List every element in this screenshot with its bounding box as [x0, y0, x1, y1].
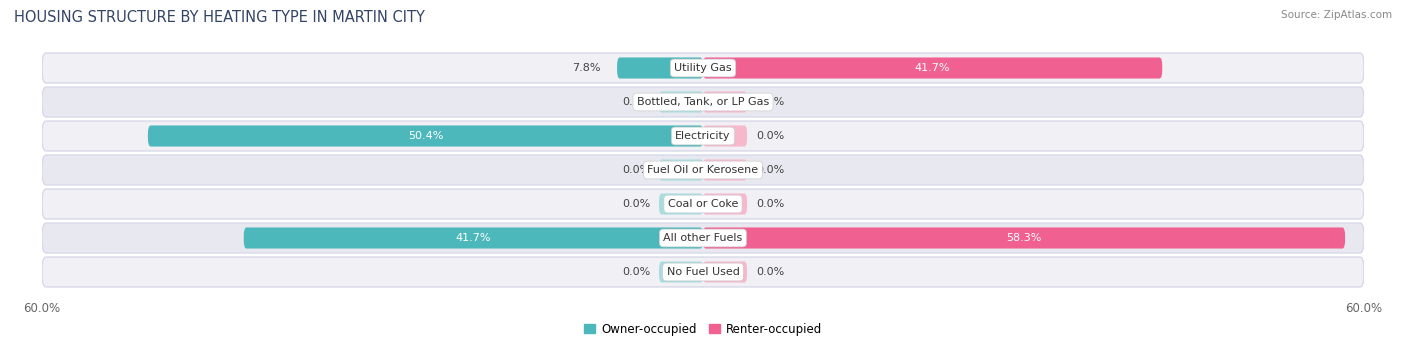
Text: 41.7%: 41.7% — [456, 233, 491, 243]
Text: Bottled, Tank, or LP Gas: Bottled, Tank, or LP Gas — [637, 97, 769, 107]
Text: 58.3%: 58.3% — [1007, 233, 1042, 243]
FancyBboxPatch shape — [42, 257, 1364, 287]
FancyBboxPatch shape — [703, 261, 747, 283]
Text: 50.4%: 50.4% — [408, 131, 443, 141]
Text: Source: ZipAtlas.com: Source: ZipAtlas.com — [1281, 10, 1392, 20]
FancyBboxPatch shape — [42, 121, 1364, 151]
FancyBboxPatch shape — [42, 53, 1364, 83]
FancyBboxPatch shape — [42, 189, 1364, 219]
FancyBboxPatch shape — [659, 91, 703, 113]
Text: 7.8%: 7.8% — [572, 63, 600, 73]
Text: 0.0%: 0.0% — [621, 97, 650, 107]
Text: 0.0%: 0.0% — [756, 131, 785, 141]
Text: HOUSING STRUCTURE BY HEATING TYPE IN MARTIN CITY: HOUSING STRUCTURE BY HEATING TYPE IN MAR… — [14, 10, 425, 25]
Text: 0.0%: 0.0% — [756, 267, 785, 277]
FancyBboxPatch shape — [703, 91, 747, 113]
FancyBboxPatch shape — [703, 125, 747, 147]
FancyBboxPatch shape — [617, 57, 703, 79]
Text: All other Fuels: All other Fuels — [664, 233, 742, 243]
FancyBboxPatch shape — [243, 227, 703, 249]
FancyBboxPatch shape — [42, 87, 1364, 117]
Text: 0.0%: 0.0% — [621, 199, 650, 209]
Text: Fuel Oil or Kerosene: Fuel Oil or Kerosene — [647, 165, 759, 175]
Text: 0.0%: 0.0% — [756, 165, 785, 175]
FancyBboxPatch shape — [703, 159, 747, 181]
FancyBboxPatch shape — [703, 227, 1346, 249]
Text: 0.0%: 0.0% — [756, 97, 785, 107]
FancyBboxPatch shape — [703, 193, 747, 215]
FancyBboxPatch shape — [659, 261, 703, 283]
FancyBboxPatch shape — [42, 223, 1364, 253]
Text: Utility Gas: Utility Gas — [675, 63, 731, 73]
Text: Coal or Coke: Coal or Coke — [668, 199, 738, 209]
Text: 0.0%: 0.0% — [621, 267, 650, 277]
Text: Electricity: Electricity — [675, 131, 731, 141]
FancyBboxPatch shape — [659, 159, 703, 181]
Legend: Owner-occupied, Renter-occupied: Owner-occupied, Renter-occupied — [579, 318, 827, 340]
Text: 0.0%: 0.0% — [756, 199, 785, 209]
FancyBboxPatch shape — [659, 193, 703, 215]
Text: 0.0%: 0.0% — [621, 165, 650, 175]
Text: 41.7%: 41.7% — [915, 63, 950, 73]
FancyBboxPatch shape — [703, 57, 1163, 79]
Text: No Fuel Used: No Fuel Used — [666, 267, 740, 277]
FancyBboxPatch shape — [148, 125, 703, 147]
FancyBboxPatch shape — [42, 155, 1364, 185]
